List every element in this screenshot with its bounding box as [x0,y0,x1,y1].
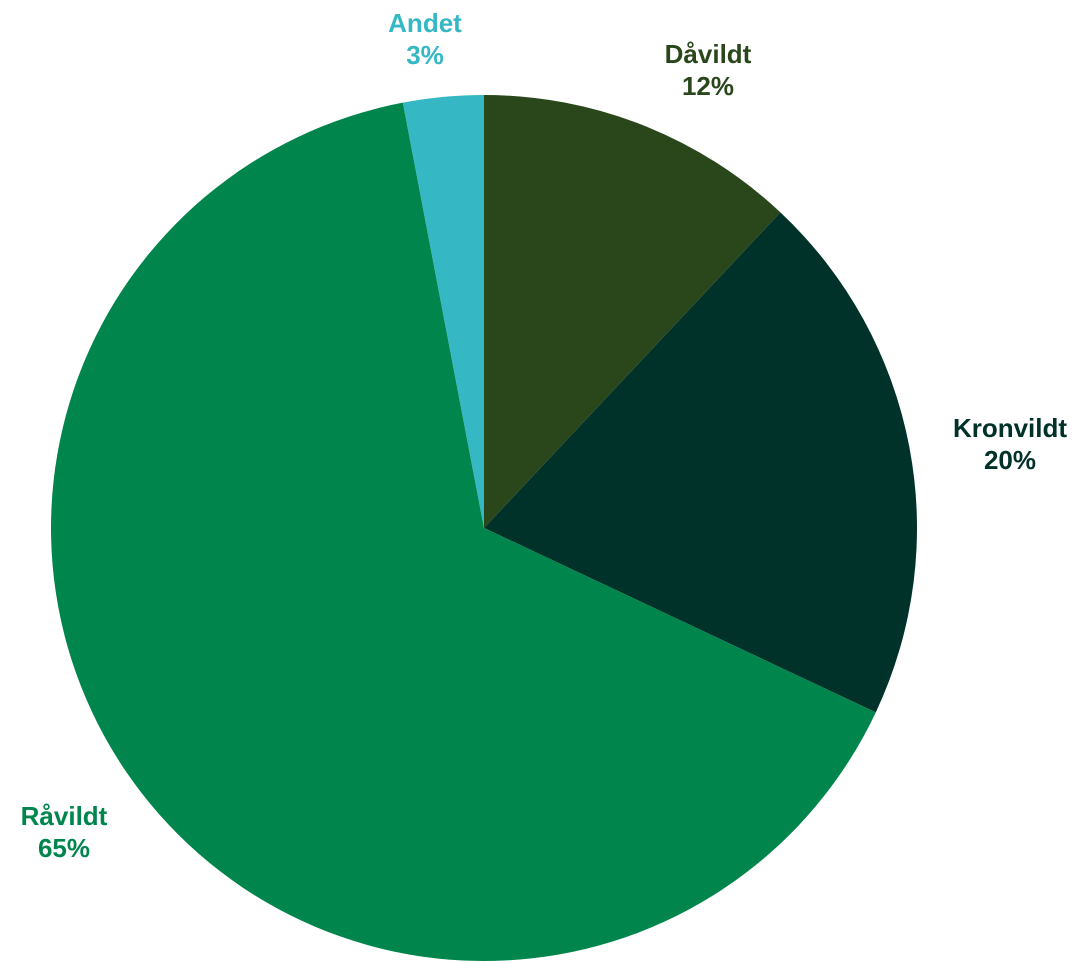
pie-slice-kronvildt [484,212,917,713]
data-label-percent: 20% [984,445,1036,475]
pie-labels: Dåvildt 12% Kronvildt 20% Råvildt 65% Andet 3% [21,8,1068,863]
data-label-dåvildt: Dåvildt 12% [665,39,752,101]
data-label-name: Andet [388,8,462,38]
pie-slice-andet [402,95,484,528]
data-label-name: Kronvildt [953,413,1067,443]
data-label-name: Dåvildt [665,39,752,69]
data-label-percent: 3% [406,40,444,70]
pie-slices [50,95,917,961]
data-label-andet: Andet 3% [388,8,462,70]
data-label-råvildt: Råvildt 65% [21,801,108,863]
data-label-name: Råvildt [21,801,108,831]
data-label-kronvildt: Kronvildt 20% [953,413,1067,475]
data-label-percent: 12% [682,71,734,101]
data-label-percent: 65% [38,833,90,863]
pie-slice-råvildt [50,102,876,961]
pie-slice-dåvildt [484,95,781,528]
